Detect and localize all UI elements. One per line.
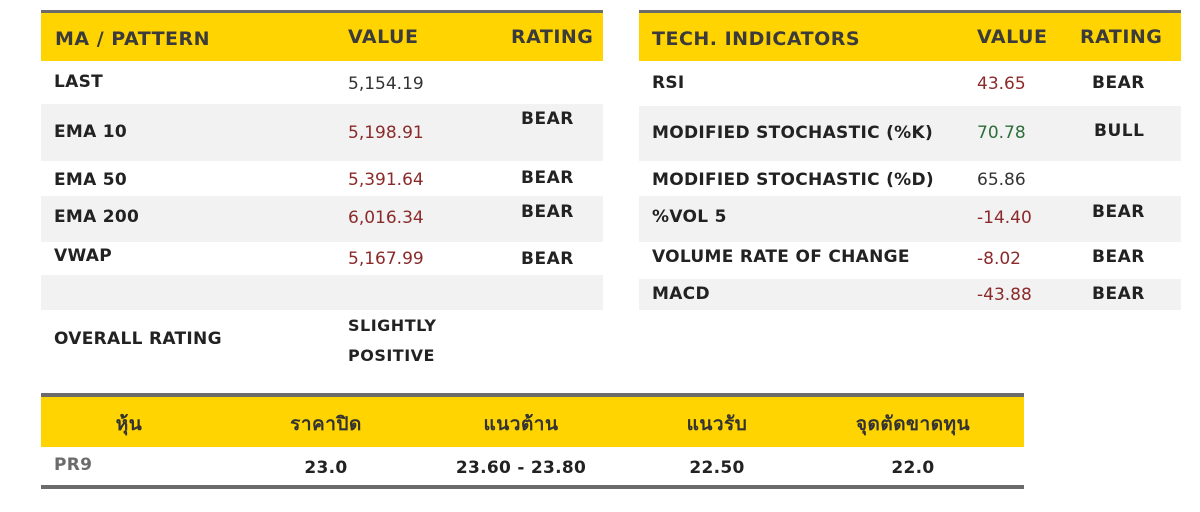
stock-table-bottom-border	[41, 485, 1024, 489]
tech-table-header: TECH. INDICATORS VALUE RATING	[639, 10, 1181, 61]
ma-label: LAST	[54, 72, 104, 92]
header-close-price: ราคาปิด	[290, 413, 362, 435]
ma-label: EMA 200	[54, 207, 140, 227]
tech-row-rsi: RSI 43.65 BEAR	[639, 61, 1181, 106]
tech-row-stoch-d: MODIFIED STOCHASTIC (%D) 65.86	[639, 161, 1181, 196]
ma-label: EMA 10	[54, 122, 128, 142]
tech-row-stoch-k: MODIFIED STOCHASTIC (%K) 70.78 BULL	[639, 106, 1181, 161]
ma-value: 5,198.91	[348, 123, 424, 143]
stock-support: 22.50	[689, 458, 745, 478]
stock-symbol: PR9	[54, 455, 93, 475]
stock-close-price: 23.0	[304, 458, 348, 478]
tech-value: -43.88	[977, 285, 1032, 305]
header-resistance: แนวต้าน	[483, 413, 559, 435]
tech-value: 70.78	[977, 123, 1026, 143]
tech-label: MACD	[652, 284, 710, 304]
stock-levels-table: หุ้น ราคาปิด แนวต้าน แนวรับ จุดตัดขาดทุน…	[41, 393, 1024, 490]
tech-value: -14.40	[977, 208, 1032, 228]
ma-rating: BEAR	[521, 109, 574, 129]
ma-row-last: LAST 5,154.19	[41, 61, 603, 104]
stock-resistance: 23.60 - 23.80	[455, 458, 587, 478]
tech-value: 65.86	[977, 170, 1026, 190]
tech-rating: BEAR	[1092, 247, 1145, 267]
ma-rating: BEAR	[521, 249, 574, 269]
ma-label: VWAP	[54, 246, 112, 266]
tech-value: 43.65	[977, 74, 1026, 94]
header-tech-indicators: TECH. INDICATORS	[652, 28, 861, 50]
header-value: VALUE	[977, 26, 1048, 48]
header-value: VALUE	[348, 26, 419, 48]
header-rating: RATING	[1080, 26, 1163, 48]
header-ma-pattern: MA / PATTERN	[55, 28, 211, 50]
ma-label: EMA 50	[54, 170, 128, 190]
ma-value: 6,016.34	[348, 208, 424, 228]
stock-table-header: หุ้น ราคาปิด แนวต้าน แนวรับ จุดตัดขาดทุน	[41, 393, 1024, 447]
tech-rating: BEAR	[1092, 284, 1145, 304]
ma-value: 5,391.64	[348, 170, 424, 190]
tech-label: RSI	[652, 73, 685, 93]
overall-rating-label: OVERALL RATING	[54, 329, 222, 349]
tech-value: -8.02	[977, 249, 1021, 269]
ma-row-ema10: EMA 10 5,198.91 BEAR	[41, 104, 603, 161]
tech-indicators-table: TECH. INDICATORS VALUE RATING RSI 43.65 …	[639, 10, 1181, 310]
tech-label: %VOL 5	[652, 207, 727, 227]
ma-row-empty	[41, 275, 603, 310]
header-support: แนวรับ	[686, 413, 748, 435]
header-rating: RATING	[511, 26, 594, 48]
ma-row-vwap: VWAP 5,167.99 BEAR	[41, 242, 603, 275]
tech-label: MODIFIED STOCHASTIC (%D)	[652, 170, 934, 190]
header-stock: หุ้น	[115, 413, 143, 435]
ma-value: 5,154.19	[348, 74, 424, 94]
ma-rating: BEAR	[521, 168, 574, 188]
ma-value: 5,167.99	[348, 249, 424, 269]
tech-row-volume-roc: VOLUME RATE OF CHANGE -8.02 BEAR	[639, 242, 1181, 279]
header-cut-loss: จุดตัดขาดทุน	[855, 413, 971, 435]
tech-rating: BULL	[1094, 121, 1145, 141]
tech-row-macd: MACD -43.88 BEAR	[639, 279, 1181, 310]
ma-rating: BEAR	[521, 202, 574, 222]
ma-row-overall: OVERALL RATING SLIGHTLY POSITIVE	[41, 310, 603, 380]
ma-table-header: MA / PATTERN VALUE RATING	[41, 10, 603, 61]
ma-pattern-table: MA / PATTERN VALUE RATING LAST 5,154.19 …	[41, 10, 603, 380]
tech-label: MODIFIED STOCHASTIC (%K)	[652, 123, 934, 143]
ma-row-ema200: EMA 200 6,016.34 BEAR	[41, 196, 603, 242]
tech-rating: BEAR	[1092, 202, 1145, 222]
tech-rating: BEAR	[1092, 73, 1145, 93]
tech-label: VOLUME RATE OF CHANGE	[652, 247, 910, 267]
stock-row: PR9 23.0 23.60 - 23.80 22.50 22.0	[41, 447, 1024, 485]
overall-rating-value-line2: POSITIVE	[348, 346, 435, 365]
ma-row-ema50: EMA 50 5,391.64 BEAR	[41, 161, 603, 196]
stock-cut-loss: 22.0	[891, 458, 935, 478]
tech-row-vol5: %VOL 5 -14.40 BEAR	[639, 196, 1181, 242]
overall-rating-value-line1: SLIGHTLY	[348, 316, 437, 335]
